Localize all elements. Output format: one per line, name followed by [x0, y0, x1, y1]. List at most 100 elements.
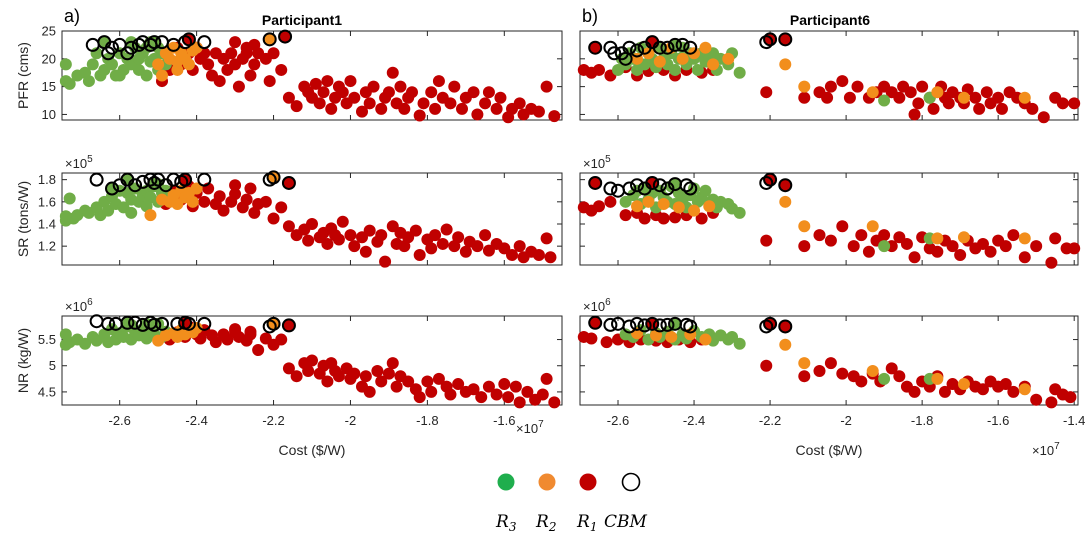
r1-point [1030, 393, 1043, 406]
legend-label-r1: R1 [576, 512, 597, 533]
r1-point [1037, 111, 1050, 124]
r2-point [171, 63, 184, 76]
r2-point [957, 91, 970, 104]
r1-point [494, 91, 507, 104]
r2-point [931, 372, 944, 385]
legend-marker-cbm [621, 472, 641, 492]
r2-point [642, 195, 655, 208]
r1-point [244, 182, 257, 195]
r3-point [669, 63, 682, 76]
r1-point [916, 80, 929, 93]
r1-point [954, 249, 967, 262]
r1-point [836, 367, 849, 380]
cbm-point [652, 178, 667, 193]
cbm-point [652, 40, 667, 55]
panel-letter: a) [64, 6, 80, 26]
legend-label-r3: R3 [495, 512, 517, 533]
r1-point [452, 231, 465, 244]
cbm-point [101, 46, 116, 61]
r1-point [760, 359, 773, 372]
cbm-point [778, 178, 793, 193]
r1-point [862, 245, 875, 258]
r1-point [432, 372, 445, 385]
r1-point [375, 102, 388, 115]
legend-label-sub: 1 [590, 520, 598, 533]
x-tick-label: -1.8 [416, 413, 438, 428]
r1-point [225, 47, 238, 60]
r1-point [290, 100, 303, 113]
r2-point [631, 200, 644, 213]
cbm-fill-point [263, 33, 276, 46]
r1-point [202, 58, 215, 71]
r1-point [836, 220, 849, 233]
r1-point [475, 391, 488, 404]
y-tick-label: 10 [42, 107, 56, 122]
x-tick-label: -2 [345, 413, 357, 428]
r1-point [321, 237, 334, 250]
r1-point [657, 212, 670, 225]
r1-point [229, 323, 242, 336]
r1-point [1064, 391, 1077, 404]
legend-marker-r2 [538, 473, 556, 491]
r2-point [190, 182, 203, 195]
r1-point [363, 97, 376, 110]
cbm-point [120, 315, 135, 330]
cbm-point [128, 178, 143, 193]
r2-point [699, 41, 712, 54]
cbm-point [262, 32, 277, 47]
r1-point [544, 251, 557, 264]
cbm-point [128, 315, 143, 330]
y-tick-label: 1.8 [38, 172, 56, 187]
r1-point [467, 383, 480, 396]
legend-label-sub: 3 [509, 520, 517, 533]
cbm-point [637, 318, 652, 333]
cbm-point [763, 172, 778, 187]
r2-point [779, 58, 792, 71]
y-tick-label: 5 [49, 358, 56, 373]
r1-point [232, 80, 245, 93]
legend-marker-r1 [579, 473, 597, 491]
cbm-point [652, 318, 667, 333]
cbm-point [147, 35, 162, 50]
r1-point [521, 385, 534, 398]
r1-point [893, 91, 906, 104]
x-axis-label: Cost ($/W) [796, 442, 863, 458]
r1-point [332, 233, 345, 246]
legend-label-r2: R2 [535, 512, 556, 533]
r1-point [946, 240, 959, 253]
subplot-3: -2.6 -2.4 -2.2 -2 -1.8 -1.6 -1.4 [577, 315, 1085, 428]
panel-title: Participant1 [262, 12, 342, 28]
r1-point [229, 179, 242, 192]
r1-point [244, 69, 257, 82]
r1-point [984, 245, 997, 258]
r3-point [132, 52, 145, 65]
r2-point [707, 58, 720, 71]
r1-point [275, 201, 288, 214]
r3-point [699, 184, 712, 197]
r1-point [467, 86, 480, 99]
cbm-fill-point [779, 320, 792, 333]
r1-point [1045, 396, 1058, 409]
r1-point [398, 102, 411, 115]
r3-point [82, 75, 95, 88]
r1-point [855, 375, 868, 388]
r1-point [585, 332, 598, 345]
cbm-point [155, 316, 169, 331]
r2-point [1018, 232, 1031, 245]
r1-point [344, 75, 357, 88]
r1-point [482, 86, 495, 99]
y-tick-label: 5.5 [38, 332, 56, 347]
r1-point [356, 105, 368, 118]
r1-point [390, 380, 403, 393]
x-tick-label: -1.8 [911, 413, 933, 428]
r1-point [908, 108, 921, 121]
r3-point [106, 182, 118, 195]
r1-point [513, 240, 526, 253]
cbm-point [630, 43, 645, 58]
y-exponent-label: ×106 [65, 297, 93, 314]
r1-point [309, 77, 322, 90]
cbm-point [266, 316, 281, 331]
r1-point [1007, 229, 1020, 242]
r1-point [893, 370, 906, 383]
cbm-point [679, 178, 694, 193]
